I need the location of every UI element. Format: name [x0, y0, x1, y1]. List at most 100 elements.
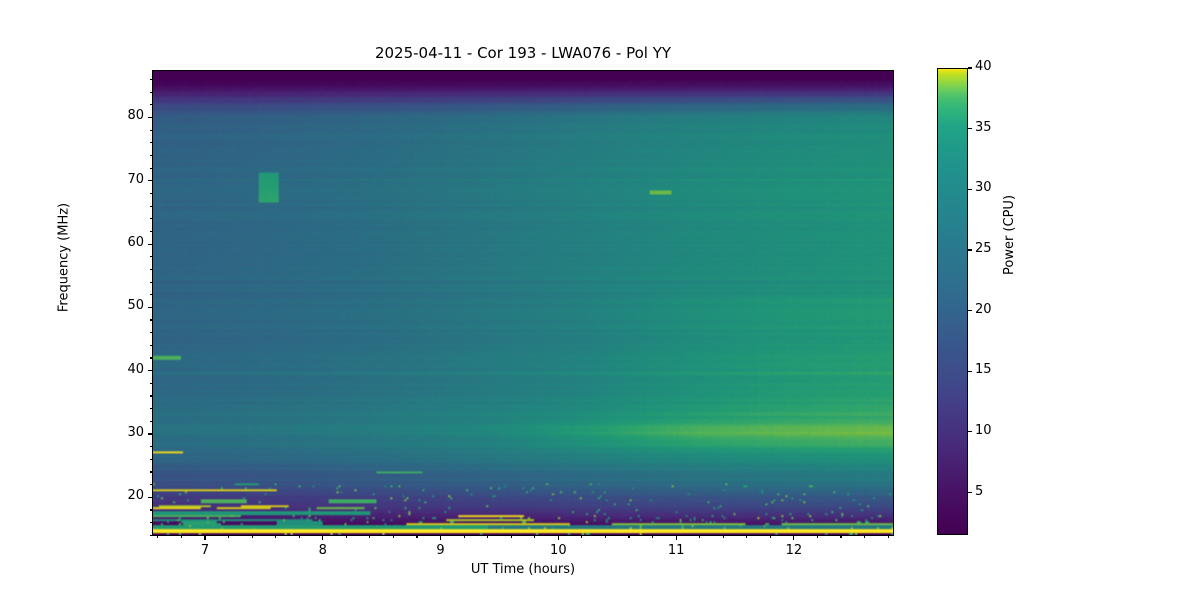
colorbar-tick-label: 20: [975, 301, 992, 317]
y-axis-label: Frequency (MHz): [56, 202, 72, 313]
colorbar-tick-label: 35: [975, 119, 992, 135]
y-axis-tick-mark: [148, 116, 152, 119]
x-axis-tick-mark: [322, 536, 324, 540]
x-axis-tick-mark: [675, 536, 677, 540]
y-axis-minor-tick: [149, 192, 152, 195]
y-axis-minor-tick: [149, 205, 152, 207]
x-axis-minor-tick: [628, 536, 630, 539]
x-axis-tick-label: 8: [318, 543, 327, 558]
x-axis-minor-tick: [157, 536, 159, 539]
y-axis-tick-label: 60: [127, 235, 144, 251]
y-axis-minor-tick: [149, 408, 152, 410]
y-axis-minor-tick: [149, 218, 152, 220]
y-axis-minor-tick: [149, 78, 152, 81]
y-axis-tick-mark: [148, 370, 152, 372]
y-axis-minor-tick: [149, 104, 152, 106]
y-axis-minor-tick: [149, 154, 152, 157]
colorbar-tick-mark: [968, 188, 972, 190]
y-axis-tick-mark: [148, 243, 152, 245]
x-axis-minor-tick: [604, 536, 607, 539]
x-axis-minor-tick: [651, 536, 654, 539]
x-axis-minor-tick: [887, 536, 889, 539]
x-axis-minor-tick: [345, 536, 347, 539]
y-axis-minor-tick: [149, 395, 152, 397]
colorbar[interactable]: [937, 68, 968, 535]
spectrogram-axes[interactable]: [152, 70, 894, 536]
y-axis-minor-tick: [149, 129, 152, 131]
page-title: 2025-04-11 - Cor 193 - LWA076 - Pol YY: [374, 44, 672, 62]
x-axis-minor-tick: [769, 536, 771, 539]
x-axis-label: UT Time (hours): [470, 562, 576, 577]
colorbar-tick-mark: [968, 128, 972, 130]
spectrogram-image: [153, 71, 893, 535]
y-axis-minor-tick: [149, 319, 152, 321]
x-axis-tick-label: 12: [785, 543, 803, 558]
y-axis-tick-label: 40: [127, 361, 144, 377]
x-axis-minor-tick: [534, 536, 536, 539]
y-axis-minor-tick: [149, 167, 152, 169]
y-axis-minor-tick: [149, 294, 152, 296]
y-axis-minor-tick: [149, 230, 152, 233]
colorbar-tick-label: 40: [975, 59, 992, 74]
x-axis-tick-label: 11: [667, 543, 685, 558]
x-axis-tick-mark: [793, 536, 795, 540]
y-axis-tick-mark: [148, 180, 152, 182]
y-axis-minor-tick: [149, 471, 152, 473]
colorbar-tick-mark: [968, 370, 972, 372]
y-axis-tick-mark: [148, 496, 152, 498]
x-axis-minor-tick: [227, 536, 230, 539]
colorbar-tick-label: 30: [975, 180, 992, 196]
colorbar-tick-mark: [968, 491, 972, 494]
x-axis-minor-tick: [816, 536, 819, 539]
x-axis-minor-tick: [275, 536, 277, 539]
y-axis-tick-label: 30: [127, 425, 144, 441]
y-axis-minor-tick: [149, 484, 152, 486]
x-axis-minor-tick: [699, 536, 701, 539]
x-axis-tick-mark: [439, 536, 442, 540]
y-axis-minor-tick: [149, 446, 152, 448]
y-axis-minor-tick: [149, 382, 152, 384]
x-axis-minor-tick: [251, 536, 253, 539]
y-axis-minor-tick: [149, 344, 152, 346]
y-axis-minor-tick: [149, 142, 152, 144]
x-axis-minor-tick: [369, 536, 371, 539]
y-axis-minor-tick: [149, 91, 152, 93]
y-axis-minor-tick: [149, 522, 152, 524]
colorbar-tick-label: 5: [975, 483, 984, 499]
y-axis-minor-tick: [149, 268, 152, 271]
x-axis-minor-tick: [298, 536, 300, 539]
x-axis-minor-tick: [746, 536, 748, 539]
x-axis-tick-mark: [204, 536, 206, 540]
x-axis-minor-tick: [463, 536, 465, 539]
y-axis-minor-tick: [149, 332, 152, 334]
colorbar-tick-mark: [968, 67, 972, 69]
y-axis-minor-tick: [149, 357, 152, 359]
x-axis-minor-tick: [487, 536, 489, 539]
y-axis-tick-label: 80: [127, 108, 144, 124]
colorbar-tick-label: 10: [975, 422, 992, 438]
colorbar-tick-mark: [968, 249, 972, 251]
x-axis-minor-tick: [581, 536, 583, 539]
y-axis-minor-tick: [149, 420, 152, 422]
x-axis-minor-tick: [392, 536, 395, 539]
y-axis-minor-tick: [149, 458, 152, 460]
y-axis-minor-tick: [149, 256, 152, 258]
y-axis-minor-tick: [149, 509, 152, 511]
x-axis-minor-tick: [180, 536, 183, 539]
x-axis-minor-tick: [863, 536, 866, 539]
colorbar-tick-label: 15: [975, 362, 992, 378]
colorbar-tick-label: 25: [975, 240, 992, 256]
y-axis-tick-label: 50: [127, 298, 144, 314]
y-axis-tick-label: 70: [127, 171, 144, 187]
y-axis-minor-tick: [149, 534, 152, 536]
colorbar-label: Power (CPU): [1002, 194, 1017, 275]
x-axis-tick-label: 7: [200, 543, 210, 558]
x-axis-minor-tick: [840, 536, 842, 539]
x-axis-minor-tick: [722, 536, 724, 539]
colorbar-tick-mark: [968, 431, 972, 433]
y-axis-minor-tick: [149, 281, 152, 283]
x-axis-tick-label: 10: [550, 543, 567, 558]
x-axis-tick-mark: [557, 536, 559, 540]
colorbar-tick-mark: [968, 309, 972, 312]
